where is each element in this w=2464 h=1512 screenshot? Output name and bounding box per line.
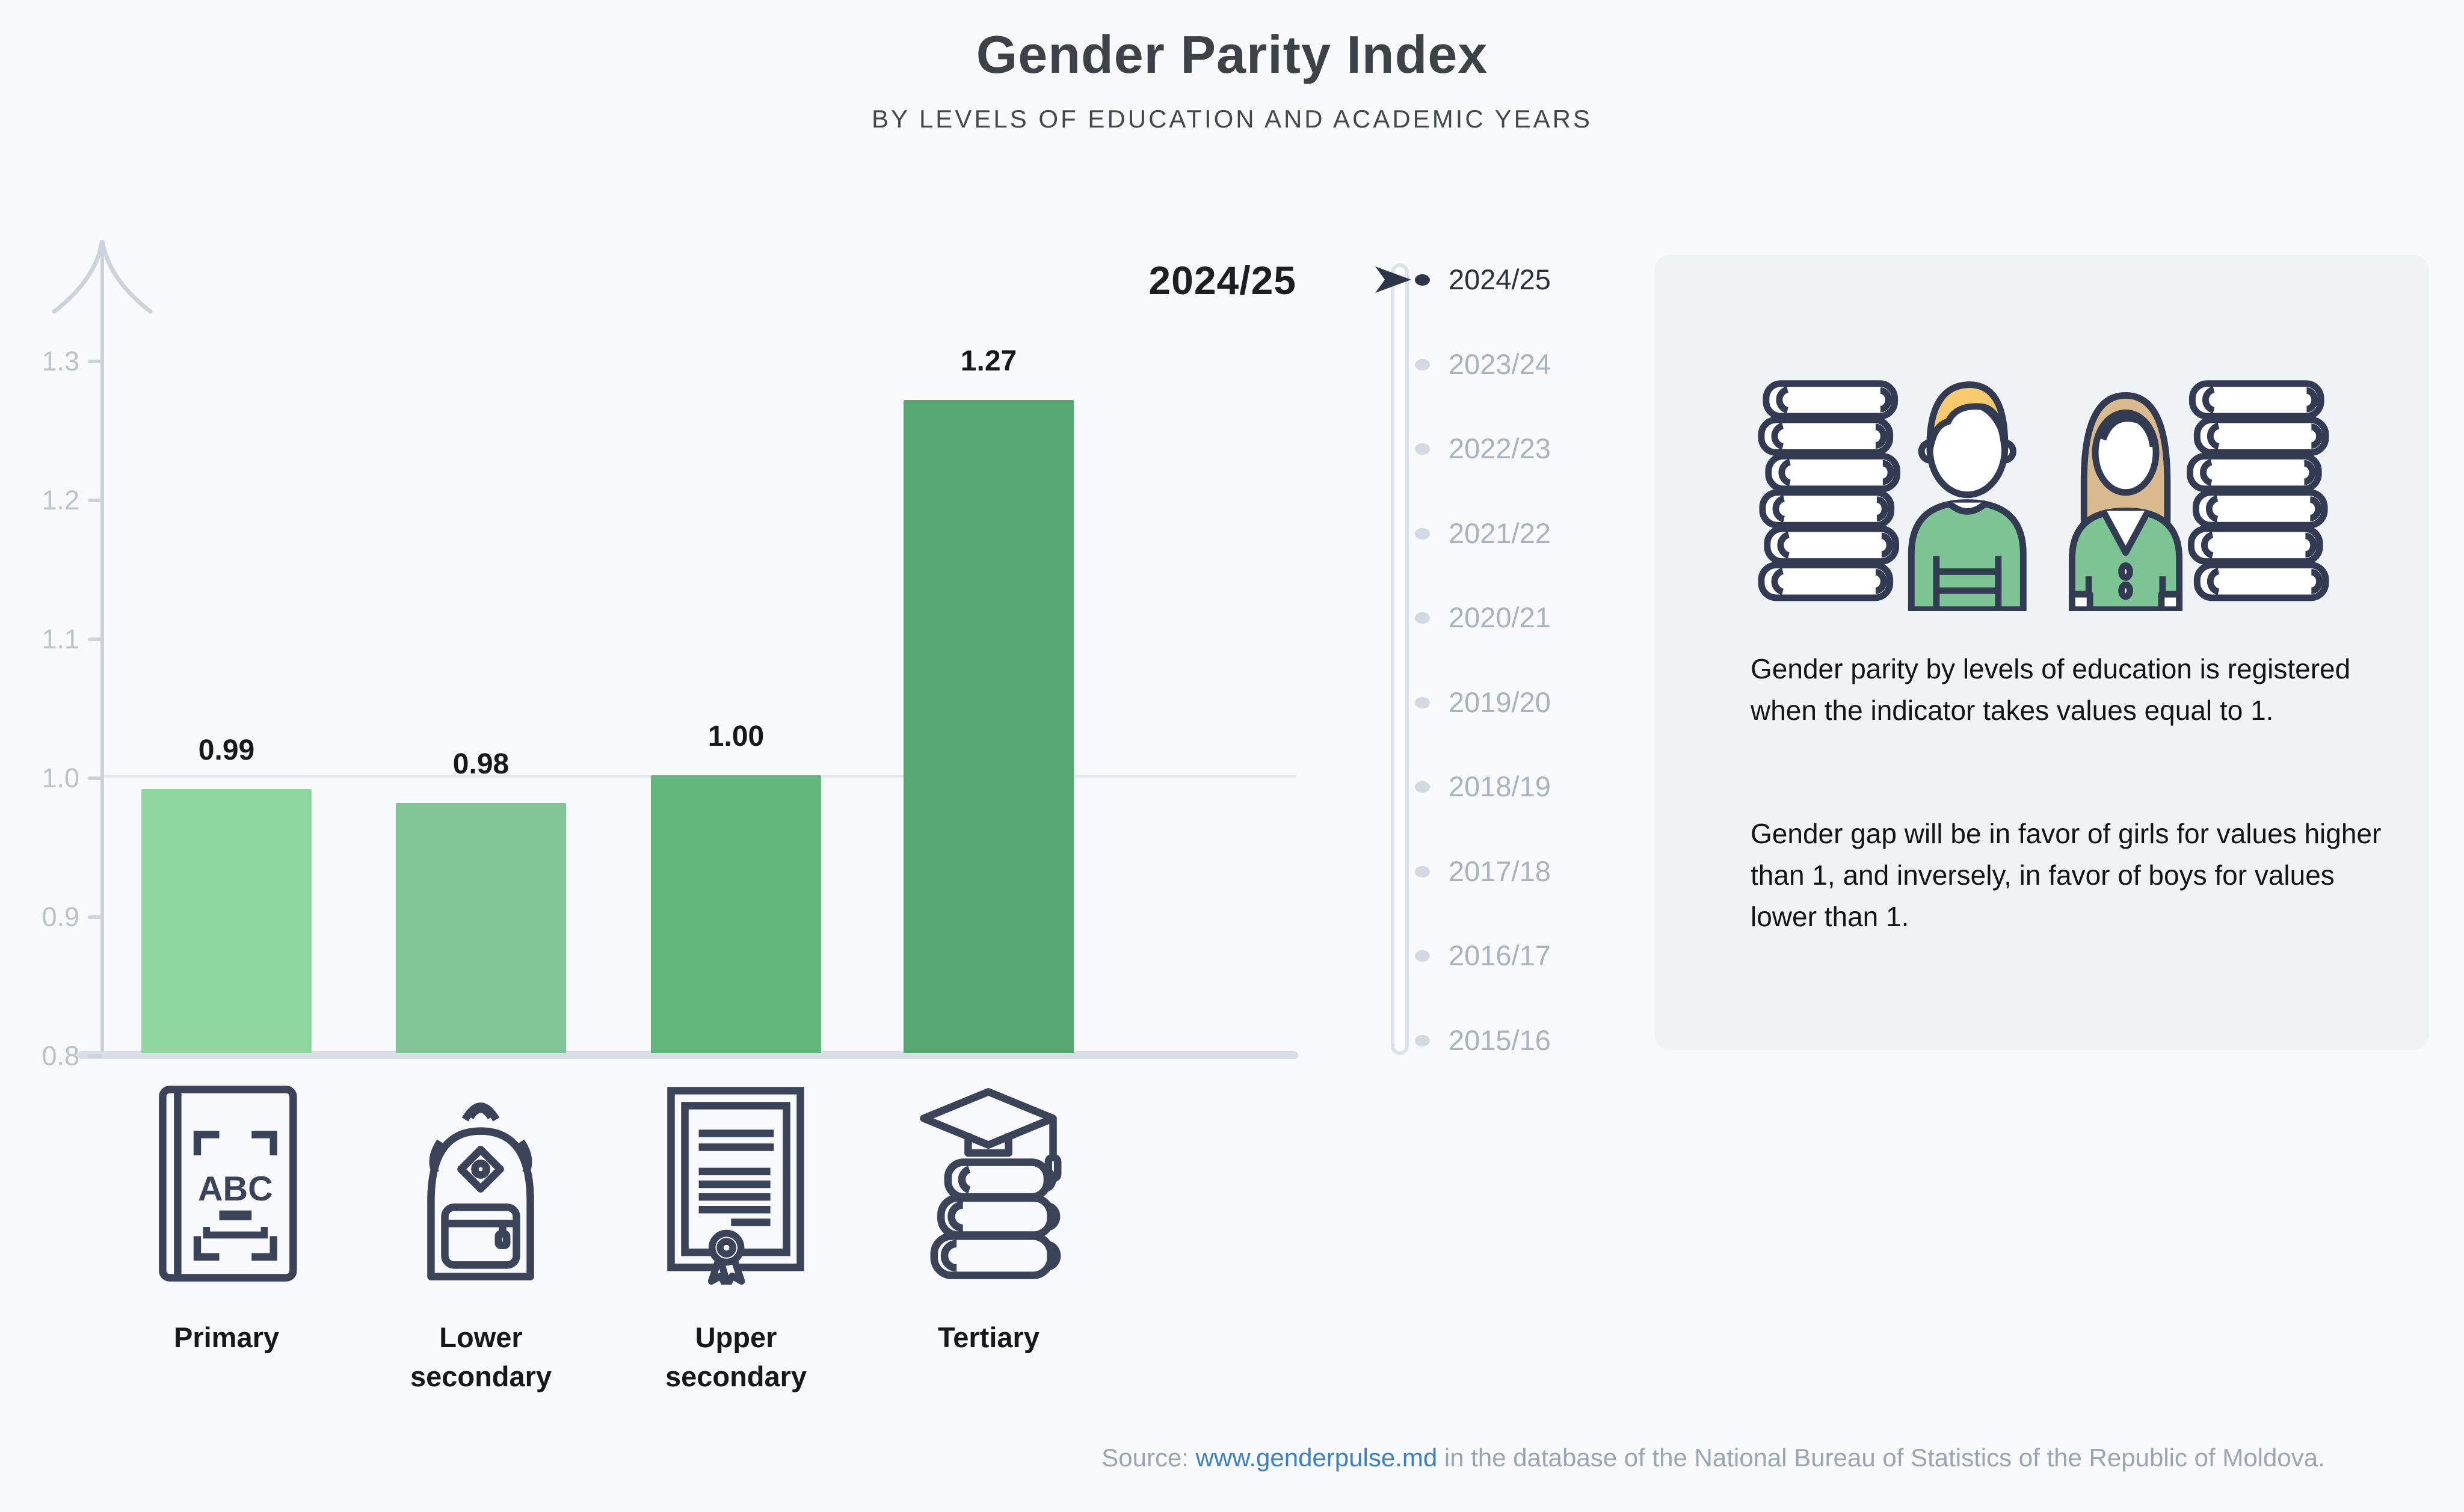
y-tick-mark bbox=[88, 776, 102, 780]
timeline-track[interactable] bbox=[1391, 263, 1409, 1055]
timeline-year-2015-16[interactable]: 2015/16 bbox=[1449, 1024, 1551, 1056]
info-paragraph-2: Gender gap will be in favor of girls for… bbox=[1751, 818, 2382, 932]
y-axis-line bbox=[100, 242, 104, 1055]
bar-upper-secondary[interactable] bbox=[651, 775, 821, 1053]
timeline-year-2020-21[interactable]: 2020/21 bbox=[1449, 601, 1551, 633]
timeline-year-2021-22[interactable]: 2021/22 bbox=[1449, 517, 1551, 549]
bar-value-label: 0.98 bbox=[452, 748, 510, 780]
y-tick-label-1.2: 1.2 bbox=[42, 485, 79, 515]
students-with-books-illustration bbox=[1758, 380, 2329, 611]
timeline-dot-2016-17[interactable] bbox=[1415, 950, 1430, 962]
y-tick-mark bbox=[88, 915, 102, 919]
y-tick-label-0.9: 0.9 bbox=[42, 902, 79, 932]
timeline-dot-2024-25[interactable] bbox=[1415, 274, 1430, 286]
y-tick-label-1.3: 1.3 bbox=[42, 346, 79, 376]
page-subtitle: BY LEVELS OF EDUCATION AND ACADEMIC YEAR… bbox=[872, 105, 1592, 133]
y-tick-mark bbox=[88, 499, 102, 502]
y-tick-mark bbox=[88, 1054, 102, 1058]
timeline-year-2022-23[interactable]: 2022/23 bbox=[1449, 432, 1551, 464]
y-tick-mark bbox=[88, 360, 102, 363]
y-tick-label-1.0: 1.0 bbox=[42, 763, 79, 793]
category-label-primary: Primary bbox=[173, 1321, 280, 1353]
source-line: Source: www.genderpulse.md in the databa… bbox=[962, 1443, 2464, 1472]
timeline-year-2016-17[interactable]: 2016/17 bbox=[1449, 939, 1551, 971]
timeline-dot-2017-18[interactable] bbox=[1415, 866, 1430, 877]
source-link[interactable]: www.genderpulse.md bbox=[1195, 1443, 1438, 1472]
info-paragraph-1: Gender parity by levels of education is … bbox=[1751, 653, 2351, 726]
category-label-lower-secondary: Lower secondary bbox=[410, 1321, 552, 1392]
x-axis-baseline bbox=[77, 1051, 1298, 1059]
y-tick-mark bbox=[88, 638, 102, 641]
timeline-dot-2021-22[interactable] bbox=[1415, 528, 1430, 539]
timeline-dot-2015-16[interactable] bbox=[1415, 1035, 1430, 1046]
svg-text:ABC: ABC bbox=[198, 1170, 273, 1208]
y-tick-label-0.8: 0.8 bbox=[42, 1040, 79, 1071]
timeline-dot-2019-20[interactable] bbox=[1415, 697, 1430, 708]
timeline-dot-2018-19[interactable] bbox=[1415, 781, 1430, 793]
selected-year-label: 2024/25 bbox=[1148, 258, 1296, 303]
bar-lower-secondary[interactable] bbox=[396, 803, 566, 1053]
timeline-year-2019-20[interactable]: 2019/20 bbox=[1449, 686, 1551, 718]
abc-book-icon: ABC bbox=[159, 1086, 297, 1282]
timeline-dot-2023-24[interactable] bbox=[1415, 359, 1430, 370]
bar-primary[interactable] bbox=[141, 789, 312, 1053]
bar-value-label: 1.00 bbox=[707, 721, 765, 752]
y-axis-arrow-icon bbox=[52, 240, 153, 314]
timeline-year-2018-19[interactable]: 2018/19 bbox=[1449, 770, 1551, 802]
category-label-upper-secondary: Upper secondary bbox=[665, 1321, 807, 1392]
timeline-year-2024-25[interactable]: 2024/25 bbox=[1449, 263, 1551, 295]
source-prefix: Source: bbox=[1101, 1443, 1196, 1472]
category-label-tertiary: Tertiary bbox=[938, 1321, 1040, 1353]
books-graduation-cap-icon bbox=[920, 1088, 1062, 1279]
source-suffix: in the database of the National Bureau o… bbox=[1437, 1443, 2325, 1472]
bar-value-label: 1.27 bbox=[960, 345, 1017, 377]
timeline-cursor-icon[interactable] bbox=[1374, 265, 1414, 294]
bar-value-label: 0.99 bbox=[198, 734, 255, 766]
timeline-year-2017-18[interactable]: 2017/18 bbox=[1449, 855, 1551, 887]
y-tick-label-1.1: 1.1 bbox=[42, 624, 79, 654]
timeline-year-2023-24[interactable]: 2023/24 bbox=[1449, 348, 1551, 380]
bar-tertiary[interactable] bbox=[904, 400, 1074, 1053]
backpack-icon bbox=[427, 1102, 534, 1280]
page-title: Gender Parity Index bbox=[976, 25, 1488, 84]
timeline-dot-2022-23[interactable] bbox=[1415, 443, 1430, 455]
timeline-dot-2020-21[interactable] bbox=[1415, 612, 1430, 624]
diploma-icon bbox=[667, 1087, 804, 1285]
